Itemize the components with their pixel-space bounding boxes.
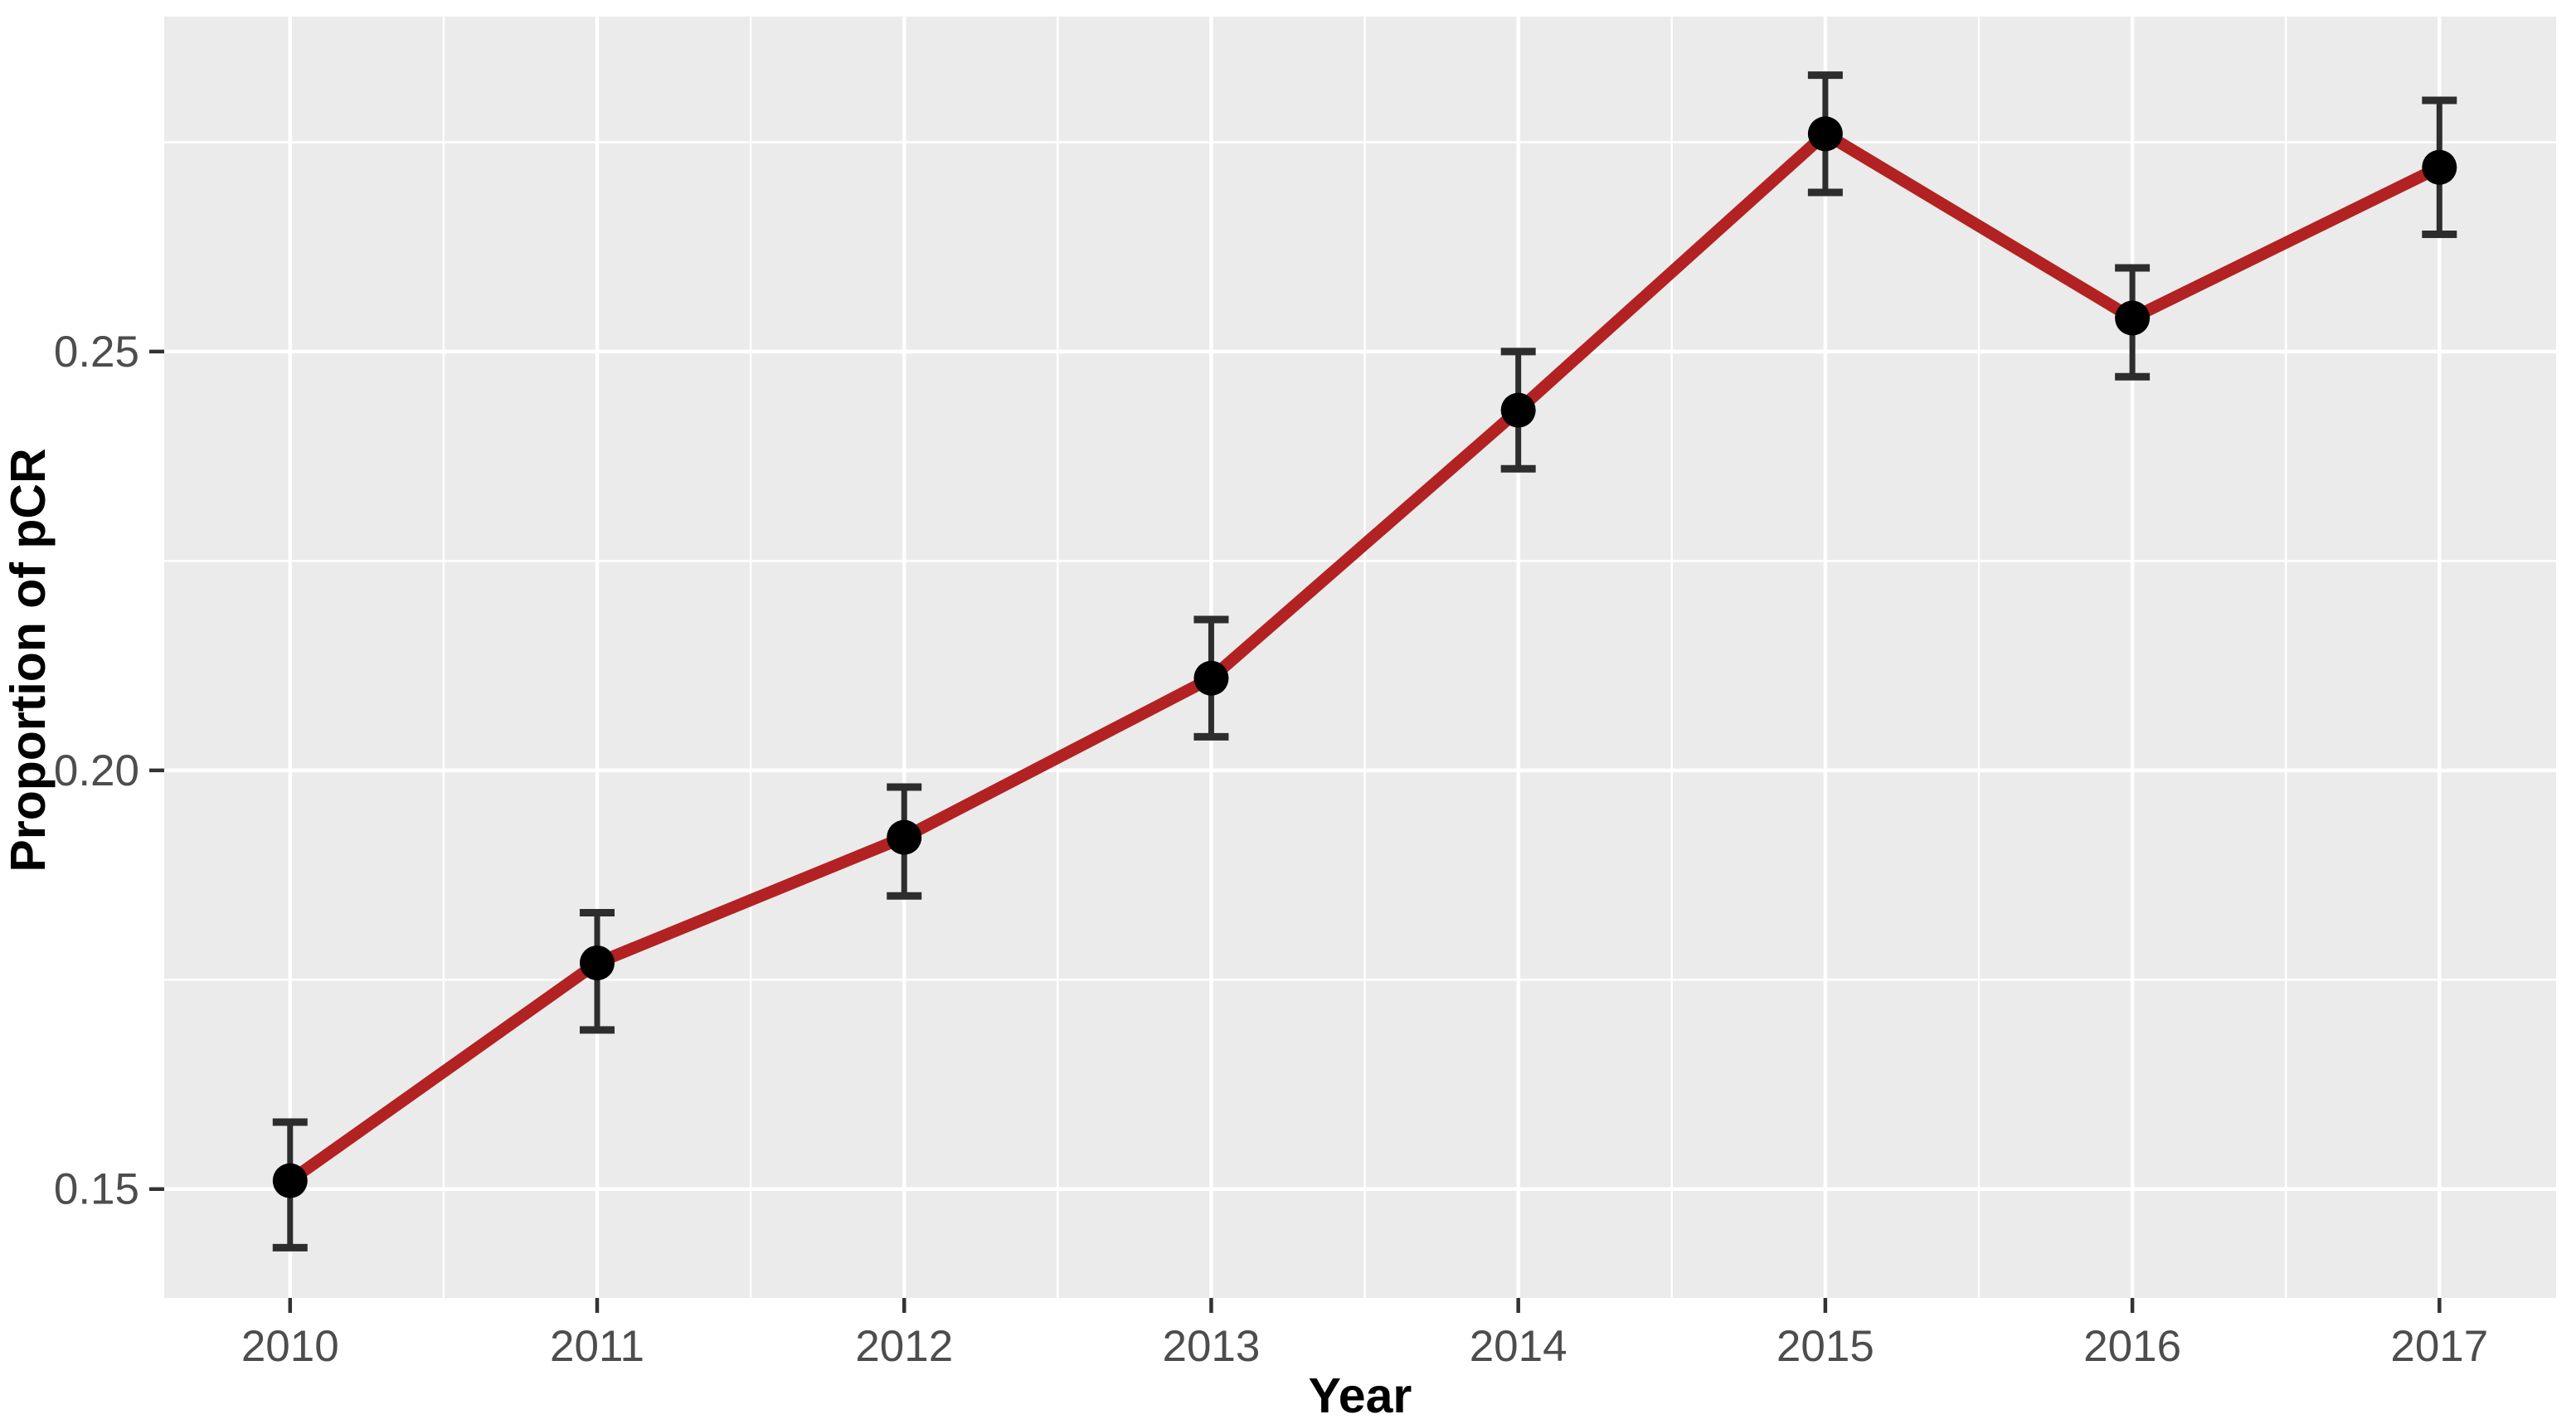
- data-point: [580, 945, 615, 981]
- axis-tick-marks: [149, 349, 2442, 1313]
- data-point: [272, 1163, 308, 1198]
- data-point: [2115, 300, 2151, 336]
- x-tick-label: 2015: [1776, 1322, 1874, 1371]
- x-tick-label: 2017: [2390, 1322, 2488, 1371]
- data-point: [887, 819, 922, 855]
- x-tick-label: 2012: [855, 1322, 953, 1371]
- x-tick-label: 2016: [2083, 1322, 2181, 1371]
- plot-panel: [164, 17, 2556, 1298]
- y-tick-label: 0.25: [54, 328, 139, 377]
- trend-polyline: [284, 128, 2446, 1187]
- data-points: [272, 116, 2457, 1198]
- x-tick-label: 2014: [1470, 1322, 1567, 1371]
- x-axis-title: Year: [1309, 1368, 1412, 1423]
- trend-line: [284, 128, 2446, 1187]
- minor-gridlines: [164, 17, 2556, 1298]
- x-tick-label: 2013: [1162, 1322, 1260, 1371]
- data-point: [1500, 392, 1536, 428]
- data-point: [1807, 116, 1843, 152]
- x-tick-label: 2010: [241, 1322, 339, 1371]
- x-axis-tick-labels: 2010 2011 2012 2013 2014 2015 2016 2017: [241, 1322, 2488, 1371]
- y-axis-tick-labels: 0.15 0.20 0.25: [54, 328, 139, 1214]
- y-axis-title: Proportion of pCR: [1, 448, 56, 872]
- x-tick-label: 2011: [550, 1322, 644, 1371]
- y-tick-label: 0.15: [54, 1165, 139, 1214]
- data-point: [2422, 149, 2457, 185]
- y-tick-label: 0.20: [54, 746, 139, 795]
- data-point: [1193, 660, 1229, 696]
